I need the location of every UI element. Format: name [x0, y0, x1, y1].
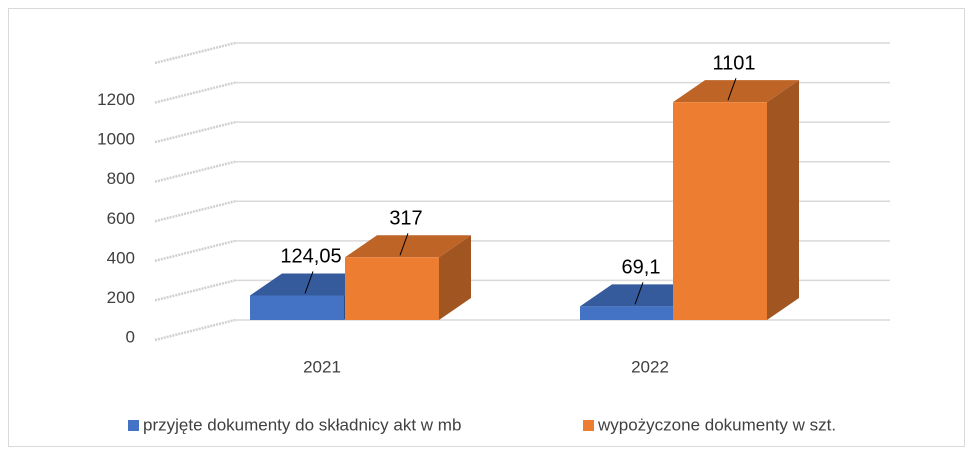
legend-label: przyjęte dokumenty do składnicy akt w mb — [143, 415, 461, 434]
y-tick-label: 1200 — [97, 90, 135, 109]
y-tick-label: 600 — [107, 209, 135, 228]
value-label: 69,1 — [622, 257, 661, 279]
y-tick-label: 400 — [107, 248, 135, 267]
leader-line — [304, 271, 314, 294]
y-tick-label: 200 — [107, 288, 135, 307]
bar-side — [767, 80, 799, 320]
bar — [345, 257, 439, 320]
legend-swatch — [128, 420, 139, 431]
grid-line — [154, 41, 236, 65]
grid-line — [154, 239, 236, 263]
bar — [250, 295, 344, 320]
legend-swatch — [583, 420, 594, 431]
bar-top — [250, 273, 376, 296]
grid-line — [154, 120, 236, 144]
leader-line — [634, 282, 644, 305]
bar-side — [439, 235, 471, 320]
leader-line — [399, 233, 409, 256]
y-tick-label: 800 — [107, 169, 135, 188]
grid-line — [154, 200, 236, 223]
leader-line — [727, 77, 737, 101]
grid-line — [154, 160, 236, 183]
grid-line — [154, 318, 236, 342]
bar — [580, 306, 674, 320]
value-label: 124,05 — [280, 246, 341, 268]
value-label: 317 — [389, 208, 422, 230]
grid-line — [154, 81, 236, 104]
y-tick-label: 1000 — [97, 130, 135, 149]
x-tick-label: 2021 — [303, 357, 341, 376]
y-tick-label: 0 — [126, 327, 135, 346]
grid-line — [154, 279, 236, 302]
bar-top — [345, 235, 471, 258]
value-label: 1101 — [712, 52, 755, 74]
bar-top — [673, 80, 799, 103]
chart-border — [8, 8, 965, 447]
x-tick-label: 2022 — [631, 357, 669, 376]
legend-label: wypożyczone dokumenty w szt. — [597, 415, 836, 434]
bar — [673, 102, 767, 320]
